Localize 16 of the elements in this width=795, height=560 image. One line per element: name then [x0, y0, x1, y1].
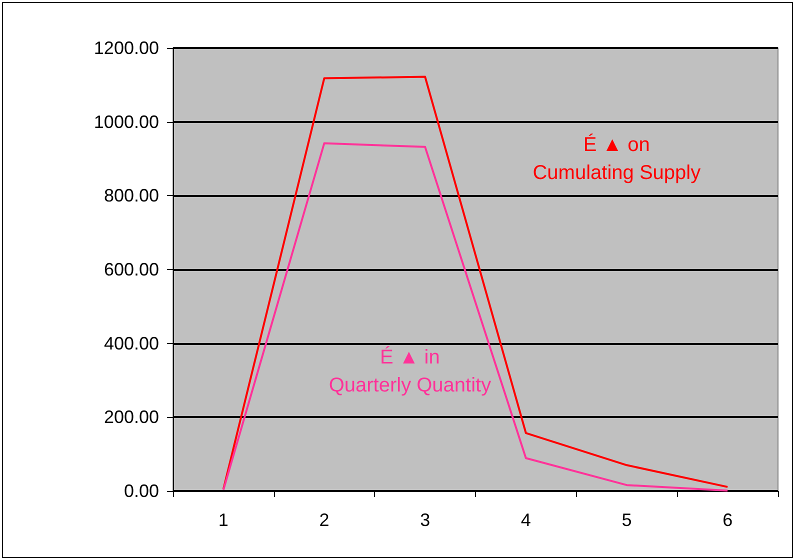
line-series: [222, 76, 729, 490]
y-tick-label: 200.00: [104, 407, 159, 428]
x-tick-label: 1: [218, 510, 228, 530]
y-tick-label: 1200.00: [94, 38, 159, 58]
x-tick-label: 3: [420, 510, 430, 530]
y-tick-label: 1000.00: [94, 112, 159, 132]
y-tick-label: 400.00: [104, 333, 159, 354]
y-tick-label: 0.00: [124, 481, 159, 501]
x-tick-label: 4: [520, 510, 531, 530]
series-label: É ▲ in Quarterly Quantity: [328, 345, 492, 396]
y-tick-label: 600.00: [104, 260, 159, 280]
y-tick-label: 800.00: [104, 186, 159, 206]
x-tick-label: 5: [622, 510, 632, 530]
x-tick-label: 2: [319, 510, 330, 530]
x-tick-label: 6: [722, 510, 733, 530]
text: É ▲ on Cumulating Supply: [532, 132, 701, 184]
